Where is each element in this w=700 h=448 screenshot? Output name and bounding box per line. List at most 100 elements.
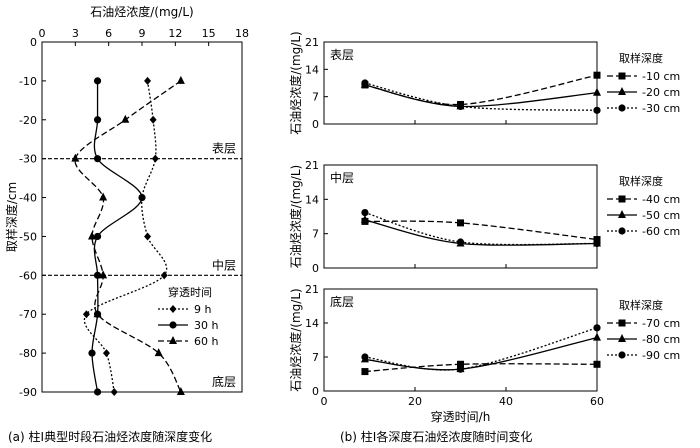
legend-marker-b: [618, 87, 626, 95]
data-point-a: [144, 232, 152, 241]
x-axis-label-b: 穿透时间/h: [431, 409, 491, 424]
data-point-b: [593, 87, 601, 96]
x-tick-label-a: 18: [235, 27, 249, 40]
data-point-b: [457, 219, 464, 227]
legend-label-a: 30 h: [194, 319, 218, 332]
caption-a: (a) 柱Ⅰ典型时段石油烃浓度随深度变化: [8, 429, 212, 444]
y-axis-label-b: 石油烃浓度/(mg/L): [288, 288, 303, 391]
data-point-a: [93, 388, 102, 396]
x-tick-label-a: 3: [72, 27, 79, 40]
data-point-a: [88, 231, 96, 240]
legend-marker-b: [618, 319, 626, 327]
x-tick-label-b: 60: [590, 395, 604, 408]
data-point-a: [149, 115, 157, 124]
series-line-b: [364, 327, 598, 371]
data-point-b: [593, 106, 601, 114]
layer-annotation: 中层: [212, 257, 236, 272]
data-point-a: [160, 271, 168, 280]
data-point-a: [99, 270, 108, 279]
data-point-a: [71, 153, 80, 162]
x-tick-label-a: 6: [105, 27, 112, 40]
y-tick-label-b: 14: [305, 193, 319, 206]
legend-label-b: -50 cm: [642, 209, 680, 222]
legend-marker-b: [618, 210, 626, 218]
data-point-a: [144, 76, 152, 85]
legend-title-b: 取样深度: [619, 298, 663, 312]
data-point-a: [176, 387, 185, 395]
legend-title-b: 取样深度: [619, 51, 663, 65]
legend-label-a: 9 h: [194, 303, 211, 316]
y-tick-label-b: 21: [305, 159, 319, 172]
y-tick-label-b: 14: [305, 63, 319, 76]
y-tick-label-b: 0: [312, 262, 319, 275]
caption-b: (b) 柱Ⅰ各深度石油烃浓度随时间变化: [340, 429, 532, 444]
data-point-a: [93, 309, 102, 318]
x-tick-label-a: 0: [39, 27, 46, 40]
panel-title: 表层: [330, 48, 354, 62]
data-point-a: [110, 388, 118, 396]
data-point-b: [361, 368, 369, 376]
series-line-a: [74, 80, 182, 393]
plot-frame-b: [323, 164, 598, 269]
legend-marker-a: [169, 336, 177, 344]
data-point-b: [361, 353, 369, 361]
data-point-b: [361, 208, 369, 217]
legend-label-b: -20 cm: [642, 86, 680, 99]
legend-marker-b: [618, 351, 626, 359]
y-tick-label-b: 7: [312, 228, 319, 241]
legend-title-a: 穿透时间: [168, 285, 212, 299]
y-tick-label-b: 0: [312, 118, 319, 131]
panel-title: 底层: [330, 294, 354, 309]
legend-label-a: 60 h: [194, 335, 218, 348]
y-axis-label-b: 石油烃浓度/(mg/L): [288, 165, 303, 268]
x-tick-label-a: 15: [202, 27, 216, 40]
plot-frame-b: [323, 288, 598, 392]
x-tick-label-b: 20: [408, 395, 422, 408]
series-line-b: [364, 84, 598, 108]
y-tick-label-a: 0: [30, 36, 37, 49]
y-tick-label-b: 21: [305, 36, 319, 49]
legend-label-b: -80 cm: [642, 333, 680, 346]
y-tick-label-a: -90: [19, 386, 37, 399]
data-point-a: [121, 114, 130, 123]
legend-marker-b: [618, 72, 626, 80]
data-point-b: [361, 79, 369, 87]
data-point-a: [102, 349, 110, 358]
legend-title-b: 取样深度: [619, 174, 663, 188]
y-tick-label-b: 7: [312, 351, 319, 364]
layer-annotation: 底层: [212, 374, 236, 389]
plot-frame-b: [323, 41, 598, 125]
chart-a: 0 3 6 9 12 15 18 0 -10 -20 -30 -40 -50 -60 -70 -80 -90 石油…: [4, 4, 249, 399]
legend-label-b: -30 cm: [642, 102, 680, 115]
y-tick-label-a: -80: [19, 347, 37, 360]
data-point-a: [93, 232, 102, 241]
y-tick-label-a: -60: [19, 269, 37, 282]
data-point-b: [593, 360, 601, 368]
legend-label-b: -60 cm: [642, 225, 680, 238]
x-tick-label-a: 12: [168, 27, 182, 40]
x-tick-label-b: 40: [499, 395, 513, 408]
series-line-b: [364, 211, 598, 246]
data-point-b: [456, 365, 465, 373]
y-tick-label-b: 14: [305, 317, 319, 330]
legend-label-b: -70 cm: [642, 317, 680, 330]
y-axis-label-b: 石油烃浓度/(mg/L): [288, 31, 303, 134]
data-point-a: [151, 154, 159, 163]
data-point-a: [99, 192, 108, 201]
data-point-a: [176, 75, 185, 84]
data-point-a: [88, 349, 96, 357]
legend-marker-b: [618, 195, 626, 203]
series-line-b: [364, 82, 598, 111]
y-tick-label-a: -10: [19, 75, 37, 88]
x-tick-label-a: 9: [139, 27, 146, 40]
y-tick-label-b: 7: [312, 91, 319, 104]
y-tick-label-a: -50: [19, 230, 37, 243]
data-point-a: [154, 348, 163, 357]
data-point-b: [456, 238, 465, 246]
data-point-b: [593, 332, 601, 341]
series-line-b: [364, 219, 598, 246]
legend-label-b: -90 cm: [642, 349, 680, 362]
y-axis-label-a: 取样深度/cm: [4, 182, 19, 252]
